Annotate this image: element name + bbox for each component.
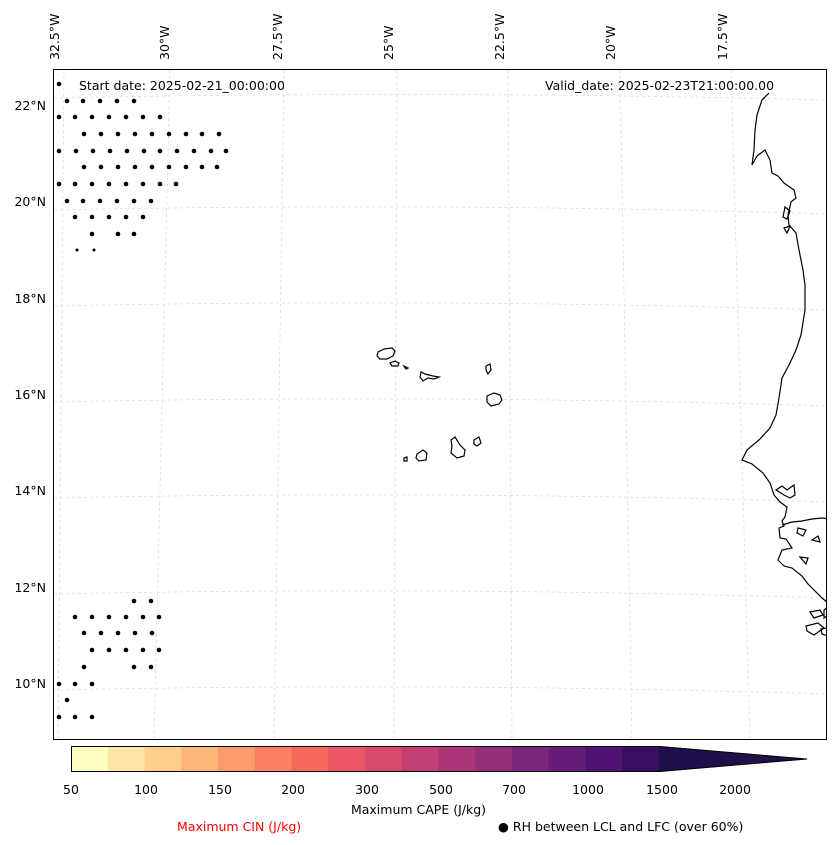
- colorbar-segment: [144, 746, 182, 772]
- colorbar-tick: 500: [429, 782, 453, 797]
- rh-legend-label: ● RH between LCL and LFC (over 60%): [498, 819, 744, 834]
- colorbar-segment: [401, 746, 439, 772]
- cape-verde-islands: [376, 347, 503, 462]
- colorbar-segment: [512, 746, 550, 772]
- lat-label-10n: 10°N: [14, 676, 46, 691]
- lon-label-32-5w: 32.5°W: [47, 13, 62, 60]
- lat-label-22n: 22°N: [14, 98, 46, 113]
- colorbar-tick: 300: [355, 782, 379, 797]
- colorbar-segment: [181, 746, 219, 772]
- rh-dot-icon: ●: [498, 819, 509, 834]
- colorbar-segment: [71, 746, 109, 772]
- gridlines: [54, 70, 826, 739]
- valid-date-label: Valid_date: 2025-02-23T21:00:00.00: [545, 78, 775, 93]
- colorbar-segment: [585, 746, 623, 772]
- colorbar-segment: [548, 746, 586, 772]
- colorbar-tick: 700: [502, 782, 526, 797]
- colorbar-tick: 1000: [572, 782, 604, 797]
- colorbar-tick: 1500: [646, 782, 678, 797]
- colorbar-tick: 200: [281, 782, 305, 797]
- colorbar-segment: [291, 746, 329, 772]
- map-panel[interactable]: [53, 69, 827, 740]
- colorbar-segment: [107, 746, 145, 772]
- colorbar-segment: [254, 746, 292, 772]
- lat-label-14n: 14°N: [14, 483, 46, 498]
- cape-colorbar: [71, 746, 808, 772]
- lon-label-27-5w: 27.5°W: [270, 13, 285, 60]
- lat-label-12n: 12°N: [14, 580, 46, 595]
- lat-label-18n: 18°N: [14, 291, 46, 306]
- colorbar-tick: 50: [63, 782, 79, 797]
- rh-dots-south: [56, 598, 162, 720]
- colorbar-segment: [328, 746, 366, 772]
- colorbar-segment: [475, 746, 513, 772]
- lat-label-20n: 20°N: [14, 194, 46, 209]
- colorbar-outline: [71, 746, 808, 772]
- lon-label-25w: 25°W: [381, 25, 396, 60]
- colorbar-segment: [365, 746, 403, 772]
- colorbar-tick: 100: [134, 782, 158, 797]
- colorbar-title: Maximum CAPE (J/kg): [350, 802, 487, 817]
- colorbar-tick: 150: [208, 782, 232, 797]
- colorbar-tick: 2000: [719, 782, 751, 797]
- africa-coastline: [741, 92, 826, 636]
- colorbar-segment: [218, 746, 256, 772]
- lon-label-20w: 20°W: [603, 25, 618, 60]
- cin-legend-label: Maximum CIN (J/kg): [177, 819, 302, 834]
- colorbar-extend-arrow: [659, 746, 808, 772]
- rh-dots-north: [56, 81, 229, 252]
- colorbar-segment: [438, 746, 476, 772]
- lon-label-30w: 30°W: [157, 25, 172, 60]
- lon-label-17-5w: 17.5°W: [715, 13, 730, 60]
- lon-label-22-5w: 22.5°W: [492, 13, 507, 60]
- lat-label-16n: 16°N: [14, 387, 46, 402]
- colorbar-segment: [622, 746, 660, 772]
- start-date-label: Start date: 2025-02-21_00:00:00: [79, 78, 285, 93]
